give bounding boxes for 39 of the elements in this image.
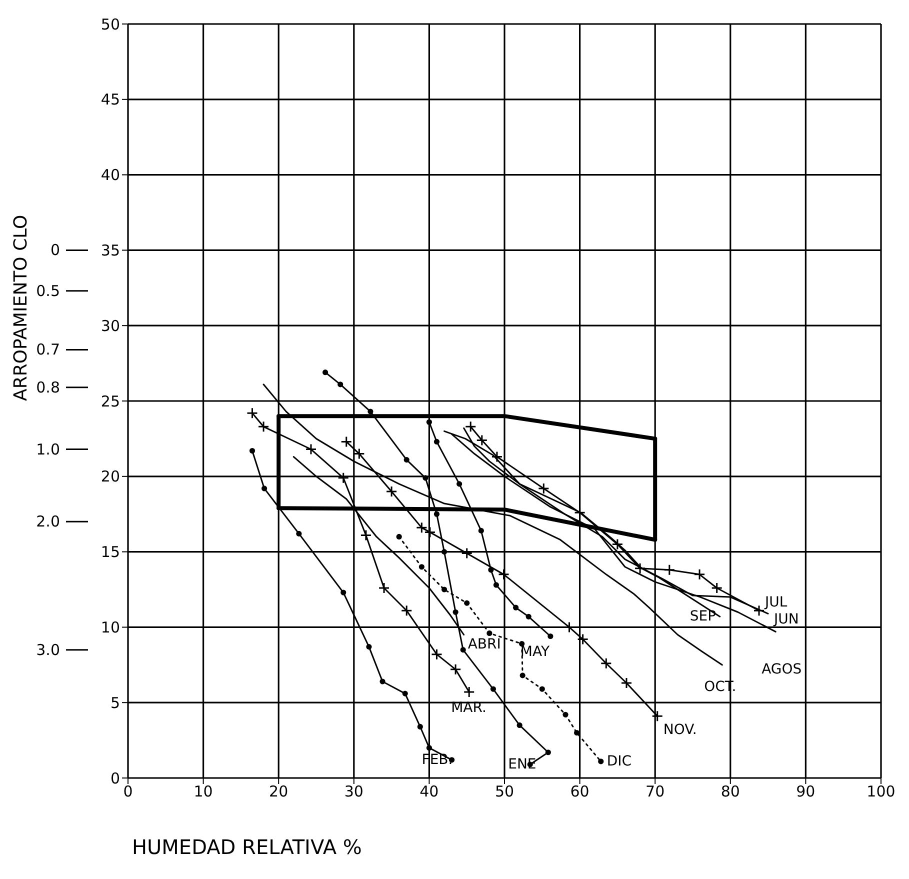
y-axis-title: ARROPAMIENTO CLO [10, 214, 32, 401]
y-tick-label: 0 [110, 769, 120, 788]
series-label: JUL [764, 594, 788, 611]
y-tick-label: 35 [100, 242, 120, 260]
series-label: MAY [520, 644, 550, 660]
x-tick-label: 90 [796, 782, 816, 801]
text: 3.0 [36, 640, 60, 659]
y-tick-label: 20 [100, 468, 120, 486]
x-tick-label: 20 [269, 782, 288, 801]
y-tick-label: 15 [100, 543, 120, 562]
text: 0.8 [36, 378, 60, 396]
x-tick-label: 30 [344, 782, 364, 801]
y-tick-label: 10 [100, 618, 120, 637]
y-tick-label: 30 [100, 316, 120, 335]
x-tick-label: 50 [494, 782, 514, 801]
y-tick-label: 45 [100, 90, 120, 109]
text: 1.0 [36, 440, 60, 458]
series-label: DIC [606, 753, 632, 770]
y-tick-label: 50 [100, 15, 120, 34]
series-label: JUN [773, 612, 799, 628]
x-tick-label: 60 [570, 782, 590, 801]
y-tick-label: 40 [100, 166, 120, 184]
series-label: SEP [690, 608, 716, 625]
x-tick-label: 0 [123, 782, 133, 801]
x-axis-title: HUMEDAD RELATIVA % [132, 835, 362, 859]
x-tick-label: 80 [720, 782, 740, 801]
text: 0.7 [36, 340, 60, 359]
x-tick-label: 40 [420, 782, 439, 801]
series-label: ABRI [468, 636, 501, 653]
text: AGOS [762, 662, 802, 678]
text: 0 [50, 241, 60, 260]
text: 0.5 [36, 282, 60, 300]
text: 2.0 [36, 512, 60, 531]
x-tick-label: 70 [646, 782, 665, 801]
y-tick-label: 5 [110, 694, 120, 712]
x-tick-label: 10 [194, 782, 213, 801]
y-tick-label: 25 [100, 392, 120, 410]
x-tick-label: 100 [866, 782, 896, 801]
series-label: NOV. [663, 722, 697, 738]
